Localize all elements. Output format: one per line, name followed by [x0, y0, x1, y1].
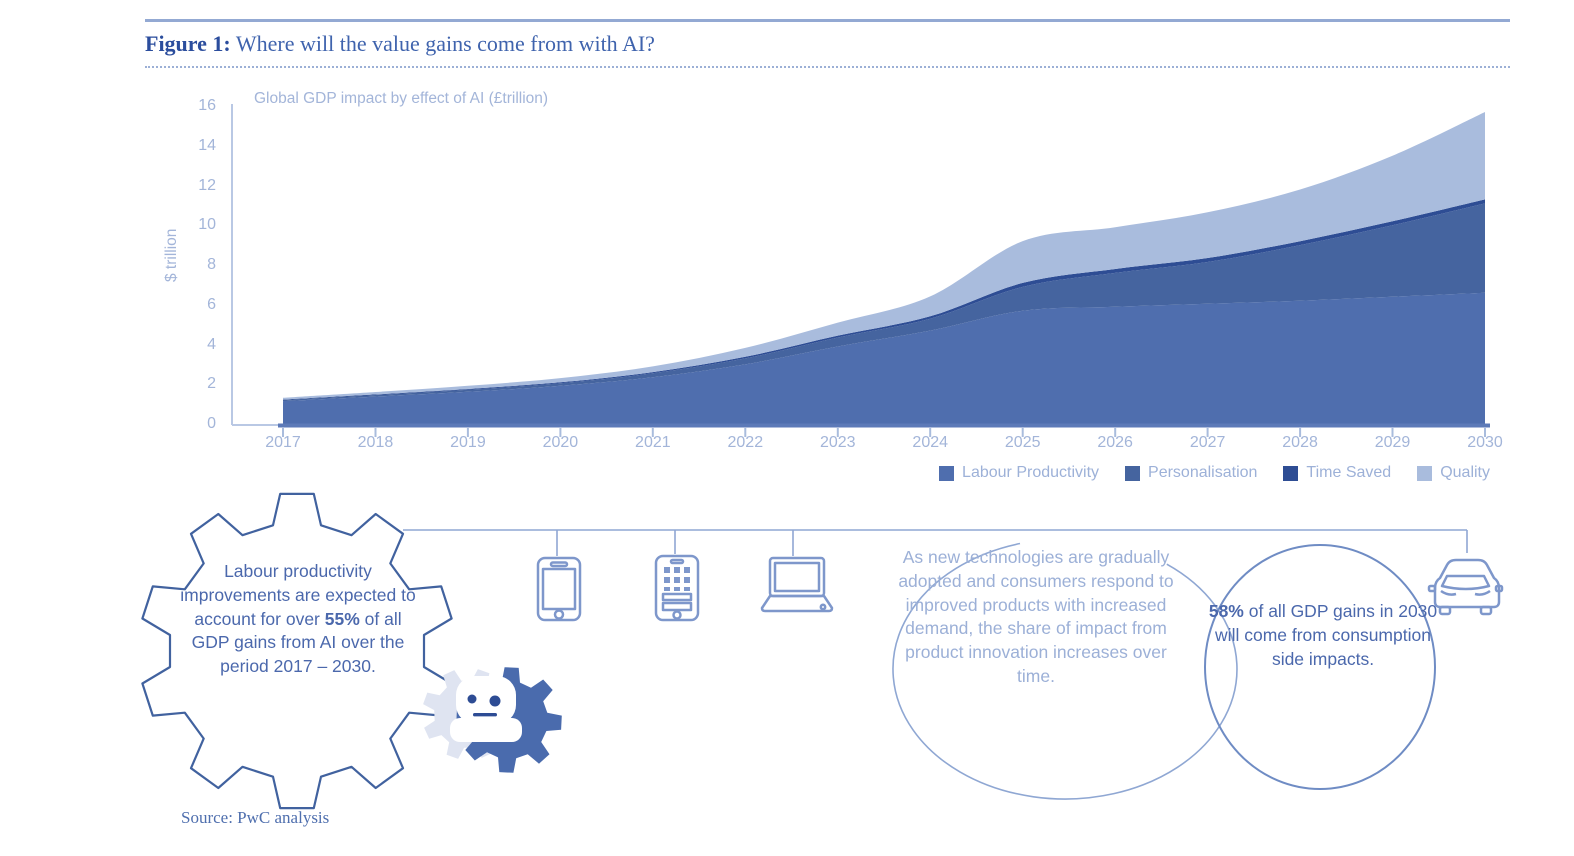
y-tick-label: 10	[198, 216, 216, 234]
figure-title: Figure 1: Where will the value gains com…	[145, 31, 655, 57]
y-tick-label: 2	[207, 375, 216, 393]
x-tick-label: 2024	[912, 434, 949, 451]
legend-item: Time Saved	[1283, 464, 1391, 482]
app-grid	[664, 567, 690, 591]
legend-label: Labour Productivity	[962, 464, 1100, 481]
smartphone-icon	[536, 556, 582, 622]
x-tick-label: 2027	[1189, 434, 1226, 451]
legend-swatch	[1417, 465, 1433, 481]
legend-item: Labour Productivity	[939, 464, 1099, 482]
laptop-icon	[760, 556, 834, 613]
x-tick-label: 2030	[1467, 434, 1503, 451]
robot-head	[450, 676, 522, 742]
adoption-callout-text: As new technologies are gradually adopte…	[898, 547, 1174, 686]
legend-swatch	[1283, 465, 1299, 481]
x-tick-label: 2019	[450, 434, 486, 451]
consumption-text-post: of all GDP gains in 2030 will come from …	[1215, 601, 1438, 669]
source-note: Source: PwC analysis	[181, 808, 330, 827]
legend-label: Quality	[1440, 464, 1490, 481]
stacked-area-chart	[231, 104, 1490, 437]
gear-callout-text: Labour productivity improvements are exp…	[180, 560, 416, 679]
x-tick-label: 2020	[542, 434, 579, 451]
x-tick-label: 2022	[727, 434, 764, 451]
consumption-text-bold: 58%	[1208, 601, 1244, 621]
car-icon	[1427, 558, 1504, 616]
gear-text-pre: Labour productivity improvements are exp…	[180, 561, 416, 629]
x-tick-label: 2017	[265, 434, 301, 451]
y-tick-label: 8	[207, 256, 216, 273]
area-personalisation	[283, 203, 1485, 402]
x-tick-label: 2025	[1004, 434, 1041, 451]
legend-swatch	[939, 465, 955, 481]
x-tick-label: 2029	[1374, 434, 1411, 451]
legend-item: Quality	[1417, 464, 1490, 482]
apps-phone-icon	[654, 554, 700, 622]
top-rule	[145, 19, 1510, 22]
gear-outline-icon	[141, 492, 453, 810]
y-axis-label: $ trillion	[163, 228, 180, 282]
y-tick-label: 6	[207, 295, 216, 313]
x-tick-label: 2023	[819, 434, 856, 451]
legend-label: Time Saved	[1306, 464, 1392, 481]
y-tick-label: 0	[207, 415, 216, 432]
dotted-rule	[145, 66, 1510, 68]
y-tick-label: 14	[198, 136, 216, 154]
gear-text-post: of all GDP gains from AI over the period…	[191, 608, 405, 677]
y-tick-label: 16	[198, 97, 216, 114]
y-tick-label: 4	[207, 335, 216, 353]
chart-legend: Labour Productivity Personalisation Time S…	[939, 464, 1490, 482]
consumption-callout-text: 58% of all GDP gains in 2030 will come f…	[1206, 600, 1440, 671]
x-tick-label: 2028	[1282, 434, 1318, 451]
consumption-circle	[1204, 544, 1436, 790]
adoption-circle	[892, 542, 1238, 800]
figure-label: Figure 1:	[145, 31, 231, 56]
chart-title: Global GDP impact by effect of AI (£tril…	[254, 90, 549, 107]
connector-line	[403, 529, 1468, 556]
y-tick-label: 12	[198, 176, 216, 194]
figure-title-text: Where will the value gains come from wit…	[235, 31, 655, 56]
legend-swatch	[1125, 465, 1141, 481]
x-tick-label: 2026	[1097, 434, 1133, 451]
x-tick-label: 2018	[357, 434, 394, 451]
legend-label: Personalisation	[1148, 464, 1258, 481]
robot-gear-icon	[423, 667, 562, 773]
x-tick-label: 2021	[635, 434, 671, 451]
legend-item: Personalisation	[1125, 464, 1257, 482]
area-labour-productivity	[283, 292, 1485, 424]
gear-text-bold: 55%	[324, 608, 360, 629]
